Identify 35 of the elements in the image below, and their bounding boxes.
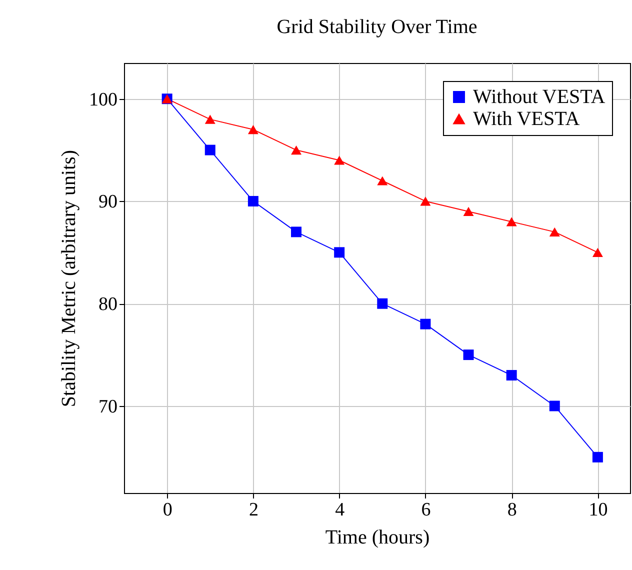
- point: [377, 298, 388, 309]
- chart-title: Grid Stability Over Time: [276, 16, 478, 38]
- point: [592, 248, 603, 257]
- x-axis-title: Time (hours): [325, 526, 430, 548]
- point: [549, 400, 560, 412]
- point: [334, 247, 345, 258]
- legend-label: With VESTA: [473, 108, 580, 130]
- point: [248, 196, 258, 206]
- y-tick-label: 100: [89, 89, 118, 110]
- x-tick-label: 8: [507, 500, 517, 520]
- point: [248, 125, 258, 134]
- point: [377, 176, 388, 186]
- x-tick-label: 10: [588, 500, 608, 520]
- point: [420, 318, 431, 330]
- point: [506, 217, 517, 226]
- point: [592, 452, 603, 462]
- point: [204, 144, 216, 156]
- point: [506, 370, 517, 381]
- y-tick-label: 90: [98, 192, 118, 213]
- y-tick-label: 80: [98, 294, 118, 316]
- legend-label: Without VESTA: [473, 86, 606, 108]
- x-tick-label: 0: [162, 500, 172, 520]
- point: [291, 226, 302, 238]
- point: [291, 145, 302, 155]
- point: [204, 114, 216, 124]
- x-tick-label: 2: [248, 500, 258, 520]
- point: [463, 206, 474, 216]
- y-tick-label: 70: [98, 396, 118, 418]
- point: [420, 196, 431, 206]
- x-tick-label: 4: [335, 500, 346, 520]
- x-tick-label: 6: [421, 500, 431, 520]
- point: [463, 350, 474, 360]
- point: [549, 227, 560, 236]
- y-axis-title: Stability Metric (arbitrary units): [58, 150, 80, 408]
- point: [334, 156, 345, 165]
